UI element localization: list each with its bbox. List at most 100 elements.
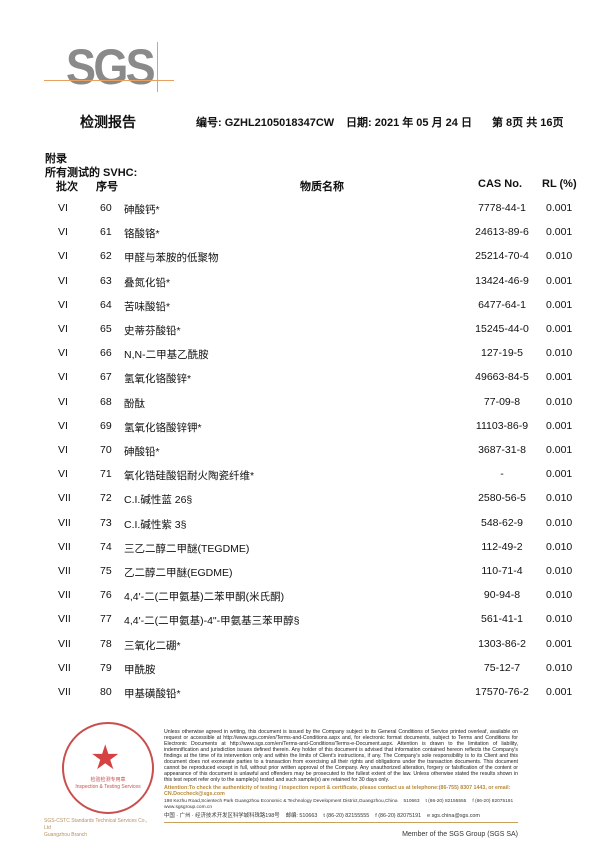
cell-cas: 112-49-2: [481, 540, 523, 553]
cell-batch: VI: [58, 347, 68, 360]
cell-rl: 0.010: [546, 589, 573, 602]
divider: [164, 822, 518, 823]
cell-batch: VII: [58, 637, 71, 650]
cell-batch: VII: [58, 661, 71, 674]
cell-no: 71: [100, 468, 112, 481]
cell-cas: 11103-86-9: [475, 419, 529, 432]
cell-cas: 1303-86-2: [478, 637, 526, 650]
cell-rl: 0.010: [546, 661, 573, 674]
cell-rl: 0.010: [546, 540, 573, 553]
cell-no: 68: [100, 395, 112, 408]
cell-cas: 548-62-9: [480, 516, 524, 529]
cell-rl: 0.001: [546, 226, 573, 239]
table-row: VI 60 砷酸钙* 7778-44-1 0.001: [0, 202, 600, 226]
cell-name: 4,4'-二(二甲氨基)-4"-甲氨基三苯甲醇§: [124, 615, 300, 628]
cell-name: 氧化锆硅酸铝耐火陶瓷纤维*: [124, 470, 255, 483]
cell-name: 甲酰胺: [124, 663, 156, 676]
footer: Unless otherwise agreed in writing, this…: [164, 729, 518, 838]
logo-line: [44, 80, 174, 81]
cell-name: 砷酸铅*: [124, 446, 160, 458]
cell-batch: VI: [58, 419, 68, 432]
col-no: 序号: [96, 181, 118, 193]
cell-batch: VII: [58, 589, 71, 602]
cell-name: 史蒂芬酸铅*: [124, 325, 181, 337]
cell-batch: VII: [58, 540, 71, 553]
cell-name: 酚酞: [124, 397, 145, 410]
cell-name: 甲醛与苯胺的低聚物: [124, 252, 219, 265]
cell-rl: 0.001: [546, 637, 573, 650]
table-row: VII 72 C.I.碱性蓝 26§ 2580-56-5 0.010: [0, 492, 600, 516]
cell-batch: VI: [58, 395, 68, 408]
col-rl: RL (%): [542, 178, 577, 190]
cell-name: 苦味酸铅*: [124, 300, 171, 313]
cell-batch: VII: [58, 492, 71, 505]
cell-batch: VII: [58, 565, 71, 577]
cell-rl: 0.001: [546, 202, 573, 214]
star-icon: ★: [90, 739, 121, 777]
cell-rl: 0.001: [546, 323, 573, 335]
report-title: 检测报告: [80, 114, 136, 130]
cell-no: 60: [100, 202, 112, 214]
cell-name: 三乙二醇二甲醚(TEGDME): [124, 542, 250, 555]
table-row: VI 62 甲醛与苯胺的低聚物 25214-70-4 0.010: [0, 250, 600, 274]
cell-name: 4,4'-二(二甲氨基)二苯甲酮(米氏酮): [124, 591, 285, 604]
table-row: VI 64 苦味酸铅* 6477-64-1 0.001: [0, 299, 600, 323]
cell-batch: VII: [58, 686, 71, 698]
table-row: VI 67 氢氧化铬酸锌* 49663-84-5 0.001: [0, 371, 600, 395]
cell-cas: 13424-46-9: [475, 274, 529, 287]
cell-no: 72: [100, 492, 112, 505]
cell-cas: 17570-76-2: [475, 686, 529, 698]
cell-rl: 0.010: [546, 250, 573, 263]
member-note: Member of the SGS Group (SGS SA): [402, 831, 518, 838]
cell-rl: 0.010: [546, 565, 573, 577]
cell-cas: 49663-84-5: [475, 371, 529, 384]
cell-cas: -: [500, 468, 504, 481]
table-row: VI 65 史蒂芬酸铅* 15245-44-0 0.001: [0, 323, 600, 347]
cell-no: 65: [100, 323, 112, 335]
cell-name: 乙二醇二甲醚(EGDME): [124, 567, 233, 579]
cell-no: 67: [100, 371, 112, 384]
cell-cas: 75-12-7: [483, 661, 521, 674]
table-row: VI 61 铬酸铬* 24613-89-6 0.001: [0, 226, 600, 250]
cell-name: C.I.碱性紫 3§: [124, 518, 187, 531]
cell-rl: 0.001: [546, 298, 573, 311]
col-name: 物质名称: [300, 181, 344, 193]
cell-no: 61: [100, 226, 112, 239]
cell-rl: 0.001: [546, 419, 573, 432]
cell-rl: 0.010: [546, 613, 573, 626]
cell-batch: VI: [58, 274, 68, 287]
cell-no: 69: [100, 419, 112, 432]
cell-cas: 15245-44-0: [475, 323, 529, 335]
cell-cas: 77-09-8: [483, 395, 521, 408]
table-row: VI 69 氢氧化铬酸锌钾* 11103-86-9 0.001: [0, 420, 600, 444]
cell-batch: VI: [58, 323, 68, 335]
cell-cas: 3687-31-8: [478, 444, 526, 456]
address-en: 198 Kezhu Road,Scientech Park Guangzhou …: [164, 799, 514, 810]
cell-batch: VI: [58, 371, 68, 384]
table-row: VI 71 氧化锆硅酸铝耐火陶瓷纤维* - 0.001: [0, 468, 600, 492]
cell-no: 62: [100, 250, 112, 263]
cell-batch: VI: [58, 226, 68, 239]
cell-cas: 6477-64-1: [478, 298, 526, 311]
cell-cas: 90-94-8: [483, 589, 521, 602]
table-row: VII 78 三氧化二硼* 1303-86-2 0.001: [0, 638, 600, 662]
cell-cas: 25214-70-4: [475, 250, 529, 263]
appendix-label: 附录: [45, 153, 67, 165]
cell-rl: 0.001: [546, 274, 573, 287]
table-row: VI 70 砷酸铅* 3687-31-8 0.001: [0, 444, 600, 468]
cell-batch: VI: [58, 202, 68, 214]
logo-line: [157, 42, 158, 92]
cell-no: 63: [100, 274, 112, 287]
cell-no: 73: [100, 516, 112, 529]
col-cas: CAS No.: [478, 178, 522, 190]
cell-rl: 0.001: [546, 371, 573, 384]
cell-no: 80: [100, 686, 112, 698]
cell-no: 70: [100, 444, 112, 456]
svhc-subtitle: 所有测试的 SVHC:: [45, 167, 138, 179]
table-row: VII 80 甲基磺酸铅* 17570-76-2 0.001: [0, 686, 600, 710]
cell-rl: 0.001: [546, 444, 573, 456]
cell-no: 76: [100, 589, 112, 602]
cell-batch: VI: [58, 250, 68, 263]
cell-name: 三氧化二硼*: [124, 639, 181, 652]
disclaimer: Unless otherwise agreed in writing, this…: [164, 729, 518, 783]
